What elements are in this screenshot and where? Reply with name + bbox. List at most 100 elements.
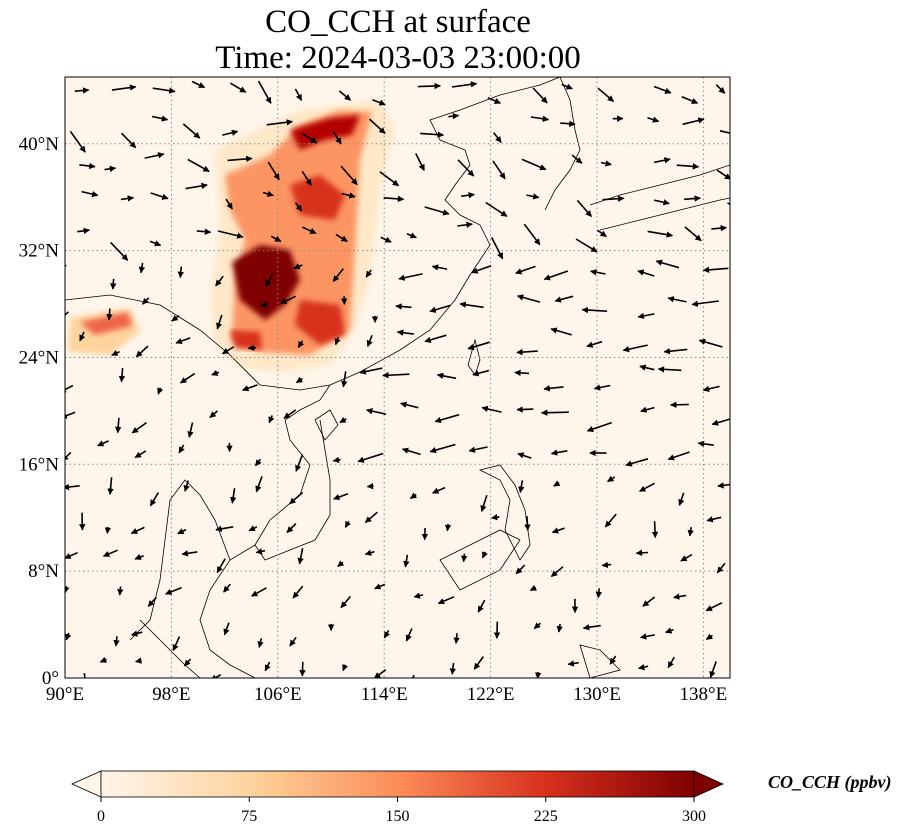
wind-arrow (526, 193, 540, 200)
colorbar-tick-label: 0 (97, 808, 105, 825)
wind-arrow (460, 192, 475, 199)
wind-arrow (622, 344, 648, 353)
lon-tick-label: 90°E (46, 684, 84, 705)
wind-arrow (647, 230, 674, 238)
wind-arrow (698, 338, 723, 348)
coastlines (65, 77, 730, 678)
wind-arrow (181, 550, 198, 557)
wind-arrow (448, 112, 460, 120)
wind-arrow (654, 157, 671, 164)
wind-arrow (175, 337, 191, 345)
wind-arrow (230, 488, 237, 504)
wind-arrow (383, 630, 391, 639)
wind-arrow (554, 295, 574, 303)
wind-arrow (459, 301, 484, 309)
map-border (64, 76, 731, 679)
wind-arrow (596, 229, 607, 238)
wind-arrow (185, 182, 208, 190)
wind-arrow (551, 527, 565, 534)
wind-arrow (255, 476, 263, 493)
wind-arrow (663, 348, 688, 355)
lat-tick-label: 32°N (19, 241, 60, 262)
wind-arrow (138, 262, 146, 274)
wind-arrow (150, 192, 169, 200)
wind-arrow (183, 658, 192, 667)
wind-arrow (586, 340, 603, 348)
wind-arrow (711, 418, 730, 426)
wind-arrow (534, 672, 542, 678)
wind-arrow (543, 385, 564, 392)
wind-arrow (104, 527, 112, 534)
wind-arrow (637, 312, 655, 320)
wind-arrow (332, 268, 344, 283)
colorbar-tick-label: 225 (534, 808, 558, 825)
wind-arrow (257, 80, 272, 104)
wind-arrow (187, 158, 210, 173)
wind-arrow (79, 162, 96, 170)
colorbar: 0 75 150 225 300 (71, 770, 724, 825)
wind-arrow (401, 447, 421, 456)
wind-arrow (147, 596, 157, 607)
wind-arrow (114, 417, 122, 434)
wind-arrow (651, 521, 659, 539)
wind-arrow (270, 235, 282, 243)
wind-arrow (221, 346, 235, 355)
wind-arrow (120, 195, 135, 202)
wind-arrow (334, 336, 341, 346)
wind-arrow (432, 486, 446, 494)
wind-arrow (364, 549, 375, 556)
wind-arrow (687, 526, 694, 537)
wind-arrow (286, 523, 297, 534)
wind-arrow (590, 269, 606, 276)
wind-arrow (460, 553, 468, 563)
colorbar-tick-label: 300 (682, 808, 706, 825)
wind-arrow (268, 415, 275, 424)
lat-tick-label: 40°N (19, 134, 60, 155)
wind-arrow (113, 636, 120, 647)
wind-arrow (637, 269, 655, 277)
wind-arrow (373, 669, 387, 678)
wind-arrow (117, 586, 124, 596)
wind-arrow (297, 548, 304, 565)
wind-arrow (665, 627, 674, 634)
wind-arrow (110, 278, 117, 290)
wind-arrow (131, 421, 147, 434)
wind-arrow (260, 301, 268, 308)
lat-tick-label: 0° (42, 668, 59, 689)
wind-arrow (251, 587, 267, 597)
wind-arrow (294, 88, 303, 101)
wind-arrow (473, 656, 484, 670)
wind-arrow (532, 87, 548, 104)
wind-arrow (635, 549, 649, 557)
wind-arrow (344, 520, 351, 528)
colorbar-extend-high (693, 770, 724, 798)
wind-arrow (293, 263, 303, 270)
wind-arrow (177, 528, 187, 535)
wind-arrow (411, 674, 415, 678)
wind-arrow (673, 593, 687, 600)
chart-title: CO_CCH at surface (265, 4, 531, 40)
wind-arrow (99, 656, 107, 663)
wind-arrow (655, 259, 680, 269)
wind-arrow (74, 87, 90, 94)
wind-arrow (134, 450, 147, 459)
wind-arrow (678, 492, 685, 506)
wind-arrow (340, 595, 352, 609)
wind-arrow (514, 369, 530, 377)
wind-arrow (171, 314, 180, 322)
wind-arrow (424, 334, 447, 343)
wind-arrow (431, 264, 448, 271)
wind-arrow (451, 81, 478, 88)
longitude-tick-labels: 90°E 98°E 106°E 114°E 122°E 130°E 138°E (46, 684, 727, 705)
wind-arrow (77, 227, 91, 235)
wind-arrow (595, 588, 603, 599)
wind-arrow (550, 449, 568, 456)
wind-arrow (178, 444, 185, 454)
lon-tick-label: 98°E (152, 684, 190, 705)
wind-arrow (639, 633, 655, 640)
wind-arrow (705, 601, 723, 612)
lat-tick-label: 24°N (19, 347, 60, 368)
wind-arrow (647, 116, 660, 123)
wind-arrow (183, 480, 190, 492)
